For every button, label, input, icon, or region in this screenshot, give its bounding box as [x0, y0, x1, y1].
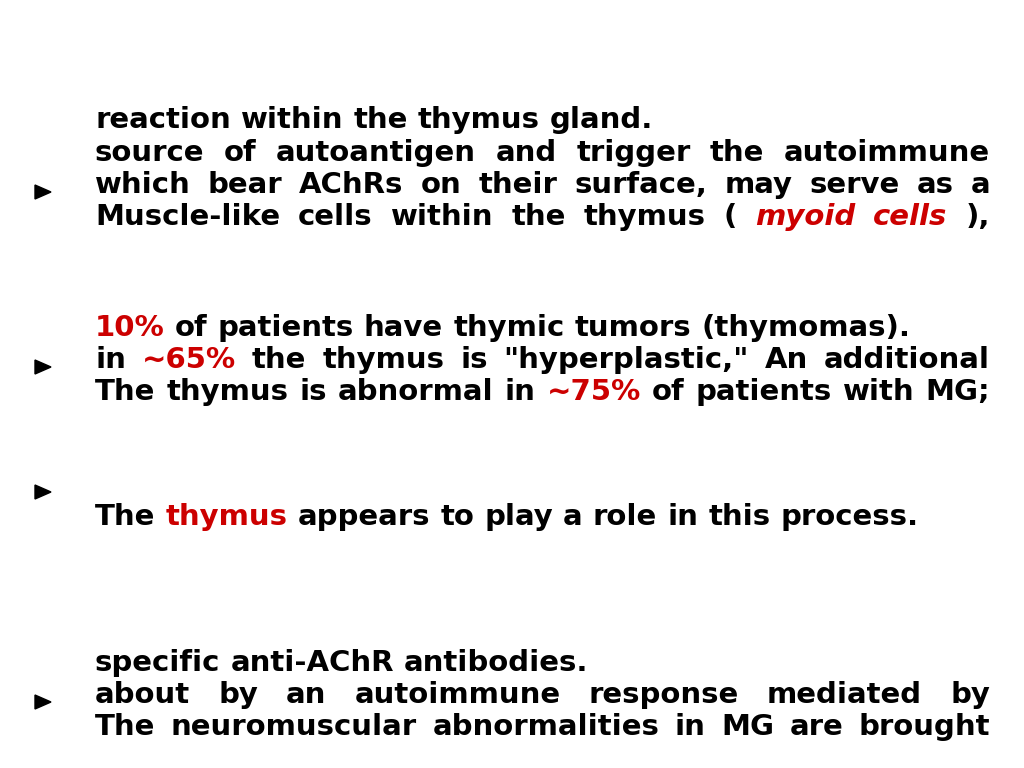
Text: a: a	[971, 170, 990, 199]
Text: MG: MG	[721, 713, 774, 741]
Text: on: on	[421, 170, 462, 199]
Text: appears: appears	[298, 503, 430, 531]
Text: anti-AChR: anti-AChR	[230, 649, 394, 677]
Text: bear: bear	[208, 170, 283, 199]
Text: AChRs: AChRs	[299, 170, 403, 199]
Text: specific: specific	[95, 649, 220, 677]
Text: to: to	[440, 503, 474, 531]
Text: source: source	[95, 138, 205, 167]
Text: a: a	[563, 503, 583, 531]
Text: thymus: thymus	[166, 503, 288, 531]
Text: abnormal: abnormal	[338, 378, 494, 406]
Text: MG;: MG;	[926, 378, 990, 406]
Text: autoimmune: autoimmune	[784, 138, 990, 167]
Text: (thymomas).: (thymomas).	[701, 313, 910, 342]
Text: cells: cells	[298, 203, 373, 231]
Text: "hyperplastic,": "hyperplastic,"	[504, 346, 749, 374]
Text: The: The	[95, 503, 156, 531]
Text: additional: additional	[824, 346, 990, 374]
Text: An: An	[765, 346, 808, 374]
Text: surface,: surface,	[574, 170, 708, 199]
Text: in: in	[505, 378, 536, 406]
Text: thymic: thymic	[454, 313, 564, 342]
Text: thymus: thymus	[584, 203, 706, 231]
Text: their: their	[478, 170, 557, 199]
Text: about: about	[95, 680, 190, 709]
Text: in: in	[95, 346, 126, 374]
Text: the: the	[353, 107, 408, 134]
Text: thymus: thymus	[418, 107, 540, 134]
Text: ~65%: ~65%	[141, 346, 236, 374]
Text: antibodies.: antibodies.	[404, 649, 589, 677]
Text: abnormalities: abnormalities	[432, 713, 659, 741]
Text: Muscle-like: Muscle-like	[95, 203, 281, 231]
Text: as: as	[916, 170, 953, 199]
Text: 10%: 10%	[95, 313, 165, 342]
Text: myoid: myoid	[755, 203, 855, 231]
Text: autoimmune: autoimmune	[354, 680, 560, 709]
Text: of: of	[652, 378, 684, 406]
Text: is: is	[299, 378, 327, 406]
Text: brought: brought	[858, 713, 990, 741]
Text: reaction: reaction	[95, 107, 230, 134]
Text: response: response	[589, 680, 739, 709]
Text: the: the	[710, 138, 764, 167]
Text: an: an	[286, 680, 327, 709]
Text: thymus: thymus	[323, 346, 444, 374]
Text: patients: patients	[695, 378, 831, 406]
Text: is: is	[460, 346, 487, 374]
Text: play: play	[484, 503, 553, 531]
Text: ),: ),	[966, 203, 990, 231]
Text: neuromuscular: neuromuscular	[171, 713, 417, 741]
Text: ~75%: ~75%	[547, 378, 641, 406]
Text: within: within	[391, 203, 494, 231]
Polygon shape	[35, 695, 51, 709]
Polygon shape	[35, 360, 51, 374]
Polygon shape	[35, 485, 51, 499]
Text: trigger: trigger	[577, 138, 690, 167]
Text: The: The	[95, 713, 156, 741]
Text: by: by	[218, 680, 258, 709]
Text: may: may	[724, 170, 793, 199]
Text: with: with	[843, 378, 914, 406]
Text: are: are	[790, 713, 843, 741]
Text: serve: serve	[809, 170, 899, 199]
Text: gland.: gland.	[550, 107, 653, 134]
Text: this: this	[709, 503, 770, 531]
Text: (: (	[724, 203, 737, 231]
Text: autoantigen: autoantigen	[276, 138, 476, 167]
Text: the: the	[252, 346, 306, 374]
Text: of: of	[224, 138, 257, 167]
Text: process.: process.	[780, 503, 919, 531]
Text: have: have	[364, 313, 443, 342]
Text: which: which	[95, 170, 190, 199]
Text: in: in	[675, 713, 706, 741]
Text: of: of	[175, 313, 208, 342]
Text: The: The	[95, 378, 156, 406]
Text: cells: cells	[873, 203, 947, 231]
Text: in: in	[668, 503, 698, 531]
Text: patients: patients	[218, 313, 354, 342]
Text: the: the	[511, 203, 565, 231]
Text: thymus: thymus	[167, 378, 289, 406]
Text: and: and	[496, 138, 557, 167]
Text: mediated: mediated	[767, 680, 922, 709]
Text: tumors: tumors	[574, 313, 691, 342]
Polygon shape	[35, 185, 51, 199]
Text: within: within	[241, 107, 343, 134]
Text: role: role	[593, 503, 657, 531]
Text: by: by	[950, 680, 990, 709]
